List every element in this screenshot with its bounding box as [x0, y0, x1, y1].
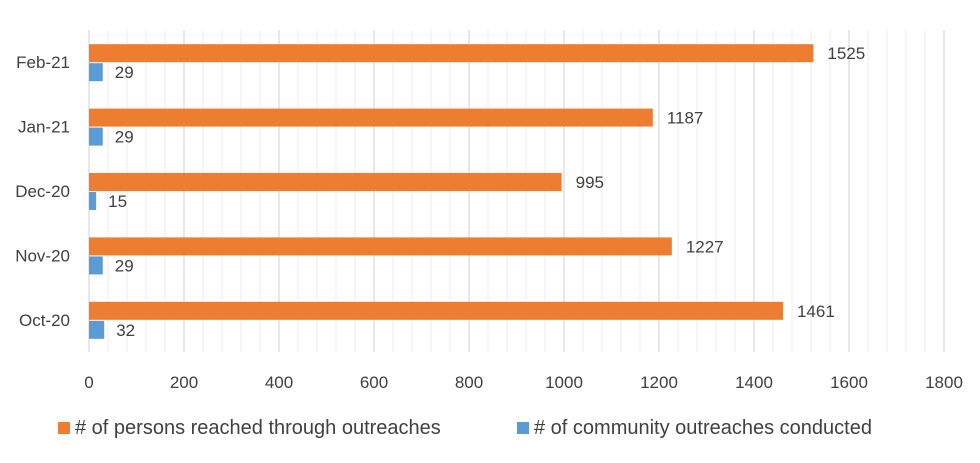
data-label: 29	[115, 256, 134, 275]
x-tick-label: 1400	[735, 373, 773, 392]
persons-reached-bar	[89, 108, 653, 127]
data-label: 1227	[686, 237, 724, 256]
data-labels: 1461 32 1227 29 995 15 1187 29 1525 29	[108, 44, 865, 340]
outreaches-conducted-bar	[89, 192, 97, 210]
x-tick-label: 800	[455, 373, 483, 392]
category-label: Dec-20	[15, 182, 70, 201]
legend-label: # of persons reached through outreaches	[75, 417, 441, 439]
x-tick-label: 1600	[830, 373, 868, 392]
outreaches-conducted-bar	[89, 320, 105, 339]
data-label: 1187	[667, 109, 704, 128]
category-label: Nov-20	[15, 246, 70, 265]
x-tick-label: 400	[265, 373, 293, 392]
category-labels: Oct-20 Nov-20 Dec-20 Jan-21 Feb-21	[15, 53, 70, 330]
category-label: Feb-21	[16, 53, 70, 72]
x-tick-label: 1000	[545, 373, 583, 392]
persons-reached-bar	[89, 44, 814, 63]
category-label: Oct-20	[19, 311, 70, 330]
data-label: 15	[108, 192, 127, 211]
legend-label: # of community outreaches conducted	[534, 417, 872, 439]
data-label: 32	[116, 321, 135, 340]
legend-swatch	[58, 422, 70, 434]
x-tick-labels: 0 200 400 600 800 1000 1200 1400 1600 1800	[84, 373, 963, 392]
x-tick-label: 0	[84, 373, 93, 392]
x-tick-label: 1800	[925, 373, 963, 392]
data-label: 1461	[797, 302, 835, 321]
outreaches-conducted-bar	[89, 127, 103, 146]
category-label: Jan-21	[18, 118, 70, 137]
data-label: 29	[115, 63, 134, 82]
persons-reached-bar	[89, 301, 783, 320]
legend: # of persons reached through outreaches #…	[58, 417, 872, 439]
data-label: 1525	[827, 44, 865, 63]
data-label: 29	[115, 128, 134, 147]
x-tick-label: 600	[360, 373, 388, 392]
persons-reached-bar	[89, 173, 562, 191]
data-label: 995	[576, 173, 604, 192]
outreaches-conducted-bar	[89, 256, 103, 275]
legend-swatch	[517, 422, 529, 434]
x-tick-label: 1200	[640, 373, 678, 392]
bars	[89, 44, 814, 339]
x-tick-label: 200	[170, 373, 198, 392]
outreaches-conducted-bar	[89, 63, 103, 82]
persons-reached-bar	[89, 237, 672, 256]
